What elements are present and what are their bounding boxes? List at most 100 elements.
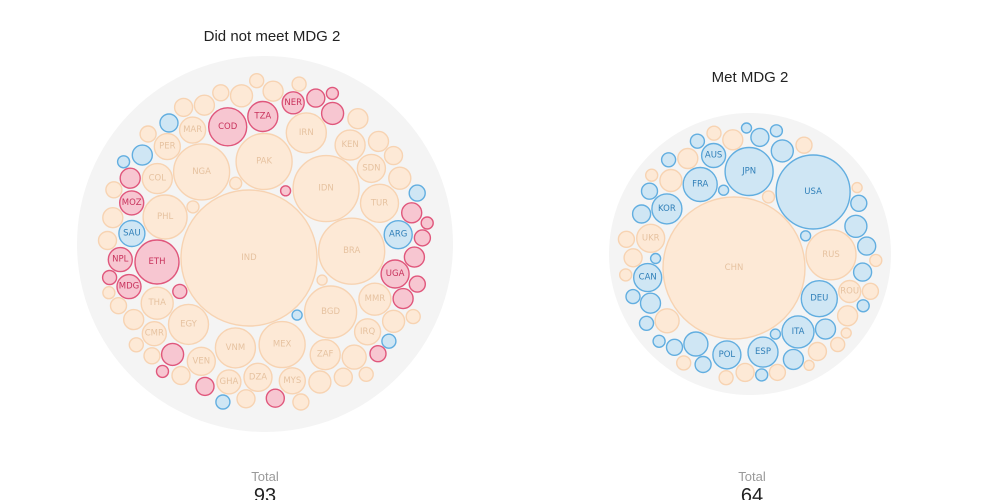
bubble <box>193 94 216 116</box>
bubble-circle <box>186 200 200 214</box>
bubble-circle <box>694 355 712 374</box>
bubble-circle <box>381 333 397 349</box>
bubble <box>717 184 730 196</box>
bubble <box>694 355 712 374</box>
bubble-label: CMR <box>145 329 164 339</box>
bubble-zaf: ZAF <box>309 339 341 371</box>
bubble <box>782 348 805 371</box>
bubble-label: NER <box>284 98 302 108</box>
bubble-vnm: VNM <box>214 327 257 369</box>
bubble-circle <box>207 107 248 147</box>
bubble-label: IRQ <box>360 327 375 337</box>
bubble-cod: COD <box>207 107 248 147</box>
bubble-label: KEN <box>341 140 358 150</box>
bubble <box>852 262 873 282</box>
bubble-circle <box>769 124 784 138</box>
bubble-circle <box>640 182 659 200</box>
bubble-circle <box>195 376 215 397</box>
bubble <box>408 184 426 202</box>
bubble-label: MYS <box>283 376 301 386</box>
bubble-circle <box>761 190 776 204</box>
bubble <box>195 376 215 397</box>
bubble <box>367 130 390 153</box>
bubble-circle <box>143 347 161 365</box>
bubble <box>119 167 141 189</box>
bubble <box>706 125 722 141</box>
chart-met: Met MDG 2 CHN USA RUS JPN DEU FRA ITA KOR ESP UKR… <box>609 69 891 500</box>
bubble-jpn: JPN <box>724 146 774 197</box>
bubble <box>769 124 784 138</box>
bubble <box>320 101 345 126</box>
bubble-circle <box>836 305 859 327</box>
chart-title-did-not-meet: Did not meet MDG 2 <box>204 28 341 45</box>
bubble-circle <box>662 196 806 340</box>
bubble-mdg: MDG <box>116 273 142 300</box>
bubble-mys: MYS <box>278 367 306 395</box>
bubble-circle <box>171 365 191 386</box>
bubble-usa: USA <box>775 154 851 230</box>
bubble-label: JPN <box>741 167 756 177</box>
bubble <box>102 286 116 300</box>
bubble <box>676 355 692 371</box>
bubble-label: RUS <box>822 250 840 260</box>
bubble <box>160 342 185 367</box>
bubble-circle <box>359 183 400 224</box>
bubble-circle <box>844 214 868 239</box>
bubble <box>640 182 659 200</box>
bubble-circle <box>840 327 852 339</box>
bubble <box>159 113 179 133</box>
bubble-circle <box>660 152 677 168</box>
bubble-circle <box>292 393 310 411</box>
bubble <box>369 345 387 363</box>
bubble-circle <box>408 275 426 293</box>
bubble <box>869 253 883 268</box>
bubble-label: POL <box>719 350 736 360</box>
bubble-circle <box>102 206 124 229</box>
bubble-label: VNM <box>226 343 246 353</box>
bubble <box>408 275 426 293</box>
bubble-circle <box>677 147 699 170</box>
bubble <box>795 136 813 154</box>
bubble-label: ESP <box>755 347 771 357</box>
bubble-label: SAU <box>123 229 141 239</box>
bubble-label: MDG <box>119 282 139 292</box>
bubble-circle <box>735 362 755 383</box>
bubble-egy: EGY <box>167 303 210 346</box>
bubble-mmr: MMR <box>358 282 392 316</box>
bubble-ken: KEN <box>334 129 366 161</box>
bubble <box>631 204 652 224</box>
bubble-circle <box>367 130 390 153</box>
bubble-label: IDN <box>318 184 333 194</box>
bubble-label: AUS <box>705 151 722 161</box>
bubble-label: MOZ <box>122 198 142 208</box>
bubble-tha: THA <box>140 286 174 320</box>
bubble-per: PER <box>153 132 182 161</box>
bubble <box>814 318 837 340</box>
bubble <box>97 230 118 251</box>
bubble <box>625 288 641 305</box>
bubble-label: NGA <box>192 167 211 177</box>
bubble-circle <box>645 168 659 182</box>
bubble-circle <box>755 368 769 382</box>
bubble-kor: KOR <box>651 193 683 225</box>
bubble-circle <box>236 389 256 409</box>
bubble-circle <box>142 194 188 240</box>
bubble <box>388 166 412 190</box>
bubble-circle <box>107 246 134 273</box>
bubble-circle <box>850 194 868 213</box>
bubble-label: BRA <box>343 246 360 256</box>
bubble-circle <box>101 269 118 286</box>
bubble-rou: ROU <box>838 279 862 304</box>
bubble <box>617 230 636 249</box>
bubble-label: MEX <box>273 340 292 350</box>
bubble-circle <box>318 217 386 285</box>
bubble-label: ETH <box>149 257 166 267</box>
bubble-circle <box>193 94 216 116</box>
bubble-circle <box>654 308 680 334</box>
bubble-circle <box>228 176 243 190</box>
bubble-circle <box>857 236 877 256</box>
bubble <box>381 309 406 333</box>
bubble-ven: VEN <box>186 346 217 376</box>
total-label: Total <box>251 469 279 484</box>
